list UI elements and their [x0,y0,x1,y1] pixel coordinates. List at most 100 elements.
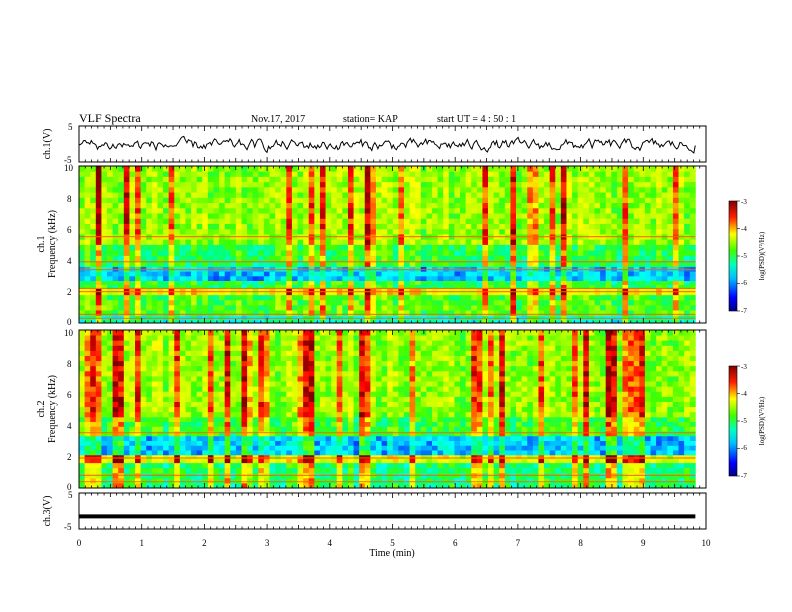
spectrogram-cell [415,244,422,251]
spectrogram-cell [588,228,595,235]
spectrogram-cell [572,207,579,214]
spectrogram-cell [275,255,282,262]
spectrogram-cell [157,166,164,172]
spectrogram-cell [555,228,562,235]
spectrogram-cell [157,186,164,193]
spectrogram-cell [493,197,500,204]
spectrogram-cell [392,260,399,267]
spectrogram-cell [252,310,259,316]
spectrogram-cell [207,284,214,289]
spectrogram-cell [403,294,410,301]
spectrogram-cell [364,280,371,285]
spectrogram-cell [174,299,181,306]
spectrogram-cell [600,294,607,301]
spectrogram-cell [499,450,506,456]
spectrogram-cell [432,223,438,230]
spectrogram-cell [163,171,170,177]
spectrogram-cell [644,304,651,311]
spectrogram-cell [415,445,422,451]
spectrogram-cell [191,319,198,324]
spectrogram-cell [516,171,523,177]
spectrogram-cell [600,271,607,277]
spectrogram-cell [532,186,539,193]
spectrogram-cell [527,218,534,224]
spectrogram-cell [275,223,282,230]
spectrogram-cell [235,294,242,301]
spectrogram-cell [482,197,489,204]
spectrogram-cell [583,315,590,320]
spectrogram-cell [95,319,102,324]
spectrogram-cell [387,315,394,320]
spectrogram-cell [325,440,332,446]
spectrogram-cell [667,280,674,285]
spectrogram-cell [566,181,573,188]
spectrogram-cell [577,275,584,282]
spectrogram-cell [482,445,489,451]
spectrogram-cell [387,218,394,224]
spectrogram-cell [454,207,461,214]
spectrogram-cell [303,166,310,172]
spectrogram-cell [689,192,696,198]
spectrogram-cell [90,271,97,277]
spectrogram-cell [297,467,304,474]
spectrogram-cell [219,202,226,209]
spectrogram-cell [359,294,366,301]
spectrogram-cell [482,280,489,285]
spectrogram-cell [448,186,455,193]
spectrogram-cell [185,239,192,245]
spectrogram-cell [107,462,114,469]
spectrogram-cell [291,166,298,172]
spectrogram-cell [560,223,567,230]
spectrogram-cell [347,228,354,235]
spectrogram-cell [650,223,657,230]
spectrogram-cell [381,462,388,469]
spectrogram-cell [403,186,410,193]
colorbar-tick-label: -4 [741,225,747,233]
spectrogram-cell [112,271,119,277]
spectrogram-cell [123,260,130,267]
spectrogram-cell [672,244,679,251]
spectrogram-cell [375,255,382,262]
spectrogram-cell [314,197,321,204]
spectrogram-cell [118,171,125,177]
spectrogram-cell [661,440,668,446]
spectrogram-cell [84,454,91,460]
spectrogram-cell [392,284,399,289]
spectrogram-cell [381,250,388,256]
spectrogram-cell [572,458,579,464]
spectrogram-cell [426,458,433,464]
spectrogram-cell [409,202,416,209]
spectrogram-cell [258,181,265,188]
spectrogram-cell [275,192,282,198]
spectrogram-cell [532,192,539,198]
spectrogram-cell [499,228,506,235]
spectrogram-cell [639,181,646,188]
spectrogram-cell [448,454,455,460]
spectrogram-cell [84,477,91,484]
spectrogram-cell [112,454,119,460]
spectrogram-cell [258,440,265,446]
spectrogram-cell [135,280,142,285]
spectrogram-cell [488,315,495,320]
spectrogram-cell [219,197,226,204]
spectrogram-cell [185,315,192,320]
spectrogram-cell [454,462,461,469]
spectrogram-cell [359,319,366,324]
spectrogram-cell [572,166,579,172]
spectrogram-cell [471,467,478,474]
spectrogram-cell [532,250,539,256]
spectrogram-cell [689,207,696,214]
spectrogram-cell [656,218,663,224]
spectrogram-cell [207,228,214,235]
spectrogram-cell [207,450,214,456]
colorbar-tick-label: -5 [741,252,747,260]
spectrogram-cell [583,440,590,446]
spectrogram-cell [280,271,287,277]
spectrogram-cell [135,197,142,204]
spectrogram-cell [426,440,433,446]
spectrogram-cell [667,228,674,235]
spectrogram-cell [499,462,506,469]
spectrogram-cell [185,202,192,209]
spectrogram-cell [235,239,242,245]
spectrogram-cell [202,462,209,469]
